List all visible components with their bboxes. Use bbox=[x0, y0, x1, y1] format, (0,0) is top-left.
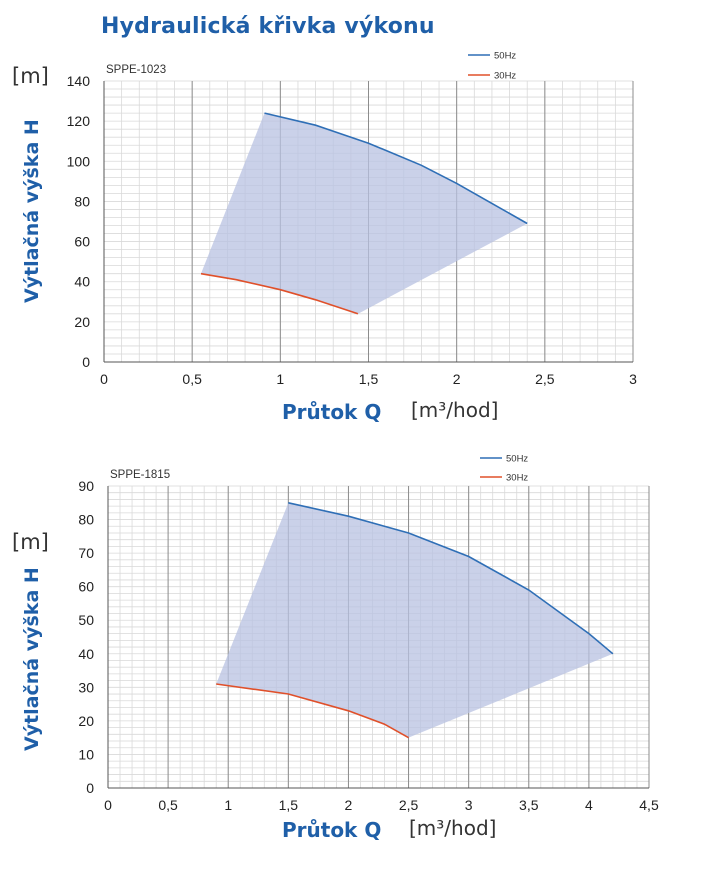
legend-label-50Hz: 50Hz bbox=[506, 454, 528, 465]
chart2-y-unit: [m] bbox=[12, 530, 49, 554]
y-tick-label: 30 bbox=[78, 679, 94, 695]
legend-label-30Hz: 30Hz bbox=[506, 473, 528, 484]
y-tick-label: 120 bbox=[67, 113, 91, 129]
x-tick-label: 4,5 bbox=[639, 797, 659, 813]
series-line-30Hz bbox=[216, 683, 409, 739]
x-tick-label: 2 bbox=[453, 371, 461, 387]
x-tick-label: 1,5 bbox=[279, 797, 299, 813]
y-tick-label: 80 bbox=[78, 512, 94, 528]
x-tick-label: 0 bbox=[100, 371, 108, 387]
legend-label-50Hz: 50Hz bbox=[494, 51, 516, 62]
x-tick-label: 1,5 bbox=[359, 371, 379, 387]
chart-model-title: SPPE-1023 bbox=[106, 64, 166, 76]
series-line-50Hz bbox=[264, 112, 528, 225]
chart1-x-unit: [m³/hod] bbox=[411, 398, 499, 422]
chart-2: 0 0,5 1 1,5 2 2,5 3 3,5 4 4,5 0 10 20 30 40 50 60 70 80 90 S… bbox=[78, 454, 659, 814]
x-tick-label: 1 bbox=[224, 797, 232, 813]
x-tick-label: 0 bbox=[104, 797, 112, 813]
x-tick-label: 3 bbox=[465, 797, 473, 813]
y-tick-label: 0 bbox=[82, 354, 90, 370]
series-line-50Hz bbox=[288, 502, 614, 655]
y-tick-label: 60 bbox=[74, 234, 90, 250]
y-tick-label: 40 bbox=[74, 274, 90, 290]
y-tick-label: 20 bbox=[78, 713, 94, 729]
x-tick-label: 2,5 bbox=[535, 371, 555, 387]
operating-area-fill bbox=[216, 502, 613, 738]
x-tick-label: 0,5 bbox=[158, 797, 178, 813]
chart-1: 0 0,5 1 1,5 2 2,5 3 0 20 40 60 80 100 120 140 SPPE-1023… bbox=[67, 51, 637, 388]
y-tick-label: 20 bbox=[74, 314, 90, 330]
x-tick-label: 1 bbox=[276, 371, 284, 387]
chart1-y-unit: [m] bbox=[12, 64, 49, 88]
y-tick-label: 40 bbox=[78, 646, 94, 662]
chart1-x-axis-title: Průtok Q bbox=[282, 400, 382, 424]
legend-label-30Hz: 30Hz bbox=[494, 71, 516, 82]
y-tick-label: 90 bbox=[78, 478, 94, 494]
y-tick-label: 140 bbox=[67, 73, 91, 89]
y-tick-label: 10 bbox=[78, 746, 94, 762]
x-tick-label: 0,5 bbox=[182, 371, 202, 387]
y-tick-label: 70 bbox=[78, 545, 94, 561]
y-tick-label: 0 bbox=[86, 780, 94, 796]
chart-model-title: SPPE-1815 bbox=[110, 469, 170, 481]
y-tick-label: 80 bbox=[74, 193, 90, 209]
series-line-30Hz bbox=[200, 272, 359, 315]
x-tick-label: 2,5 bbox=[399, 797, 419, 813]
y-tick-label: 100 bbox=[67, 153, 91, 169]
x-tick-label: 4 bbox=[585, 797, 593, 813]
x-tick-label: 2 bbox=[345, 797, 353, 813]
chart2-x-axis-title: Průtok Q bbox=[282, 818, 382, 842]
page-title: Hydraulická křivka výkonu bbox=[101, 14, 435, 39]
y-tick-label: 60 bbox=[78, 579, 94, 595]
operating-area-fill bbox=[200, 113, 528, 314]
x-tick-label: 3,5 bbox=[519, 797, 539, 813]
chart2-x-unit: [m³/hod] bbox=[409, 816, 497, 840]
y-tick-label: 50 bbox=[78, 612, 94, 628]
x-tick-label: 3 bbox=[629, 371, 637, 387]
